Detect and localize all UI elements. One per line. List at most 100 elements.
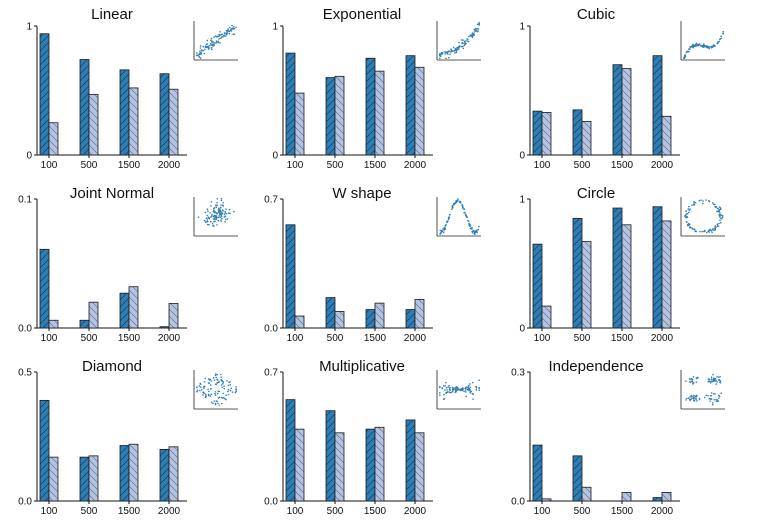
inset-point: [692, 396, 695, 399]
inset-point: [688, 209, 691, 211]
inset-w-shape: [436, 197, 481, 237]
inset-point: [227, 388, 230, 391]
inset-point: [439, 229, 442, 232]
bar-2000-series-a: [652, 497, 663, 502]
inset-point: [475, 389, 478, 391]
inset-point: [712, 229, 715, 231]
inset-point: [204, 46, 207, 49]
inset-point: [205, 217, 208, 219]
bar-500-series-a: [572, 455, 583, 502]
bar-100-series-a: [39, 399, 50, 502]
inset-point: [685, 399, 687, 401]
inset-point: [698, 199, 701, 202]
inset-point: [691, 227, 694, 229]
bar-1500-series-a: [365, 428, 376, 502]
inset-point: [220, 396, 223, 399]
inset-point: [442, 231, 445, 234]
inset-point: [686, 221, 688, 223]
inset-point: [196, 389, 199, 392]
x-tick-label-2000: 2000: [404, 160, 427, 171]
x-tick-label-2000: 2000: [158, 160, 181, 171]
inset-point: [210, 46, 213, 49]
inset-point: [207, 217, 210, 219]
inset-point: [685, 210, 687, 212]
inset-point: [692, 43, 694, 46]
inset-point: [702, 230, 704, 233]
inset-point: [475, 387, 478, 389]
inset-point: [471, 381, 474, 384]
inset-point: [231, 24, 233, 27]
inset-point: [693, 399, 695, 401]
x-tick-label-2000: 2000: [651, 333, 674, 344]
inset-point: [712, 378, 714, 381]
x-tick-label-1500: 1500: [118, 333, 141, 344]
inset-point: [224, 221, 226, 223]
inset-point: [455, 51, 458, 54]
inset-point: [705, 231, 708, 234]
inset-point: [691, 395, 693, 398]
inset-point: [459, 201, 462, 204]
bar-100-series-b: [294, 92, 305, 156]
panel-cubic: Cubic 0 1 100 500 1500 2000: [519, 6, 725, 171]
inset-point: [211, 48, 213, 51]
inset-point: [218, 33, 220, 36]
inset-point: [224, 397, 226, 400]
bar-1500-series-b: [128, 87, 139, 156]
inset-point: [451, 386, 454, 389]
inset-point: [478, 225, 480, 228]
inset-point: [710, 392, 713, 394]
inset-point: [452, 46, 455, 49]
inset-point: [693, 228, 695, 231]
inset-point: [472, 230, 474, 232]
bar-100-series-b: [294, 428, 305, 502]
inset-point: [441, 53, 443, 55]
inset-point: [473, 231, 476, 234]
inset-point: [469, 391, 472, 393]
inset-point: [198, 55, 200, 58]
inset-point: [230, 30, 233, 32]
inset-point: [235, 388, 237, 391]
inset-point: [715, 398, 717, 401]
inset-point: [233, 210, 235, 213]
inset-point: [214, 42, 216, 44]
inset-point: [225, 394, 227, 397]
inset-point: [467, 386, 469, 389]
inset-point: [215, 376, 217, 379]
inset-point: [476, 23, 479, 26]
inset-point: [226, 32, 228, 35]
inset-point: [449, 386, 451, 389]
inset-point: [685, 51, 688, 54]
inset-point: [712, 377, 715, 380]
inset-point: [721, 214, 724, 217]
inset-point: [222, 201, 224, 204]
x-tick-label-2000: 2000: [651, 506, 674, 517]
inset-point: [218, 390, 221, 393]
inset-point: [451, 391, 454, 393]
inset-point: [444, 385, 447, 387]
inset-point: [709, 381, 712, 384]
y-tick-label-max: 0.7: [264, 368, 278, 379]
inset-point: [221, 386, 224, 389]
bar-100-series-b: [541, 305, 552, 329]
inset-point: [447, 386, 449, 388]
inset-point: [217, 211, 220, 214]
inset-point: [199, 383, 202, 386]
inset-point: [218, 37, 220, 40]
bar-100-series-b: [294, 315, 305, 329]
bar-1500-series-b: [128, 286, 139, 329]
bar-2000-series-b: [168, 446, 179, 502]
bar-500-series-a: [325, 297, 336, 329]
inset-point: [203, 387, 205, 390]
inset-point: [221, 209, 224, 211]
inset-point: [469, 225, 472, 227]
inset-point: [712, 203, 715, 205]
inset-point: [709, 400, 711, 402]
inset-point: [450, 51, 452, 53]
inset-point: [199, 45, 202, 47]
inset-point: [444, 389, 446, 391]
y-tick-label-max: 1: [26, 22, 32, 33]
inset-point: [444, 228, 446, 230]
bar-1500-series-b: [128, 443, 139, 502]
panel-linear: Linear 0 1 100 500 1500 2000: [26, 6, 238, 171]
inset-point: [217, 35, 220, 38]
